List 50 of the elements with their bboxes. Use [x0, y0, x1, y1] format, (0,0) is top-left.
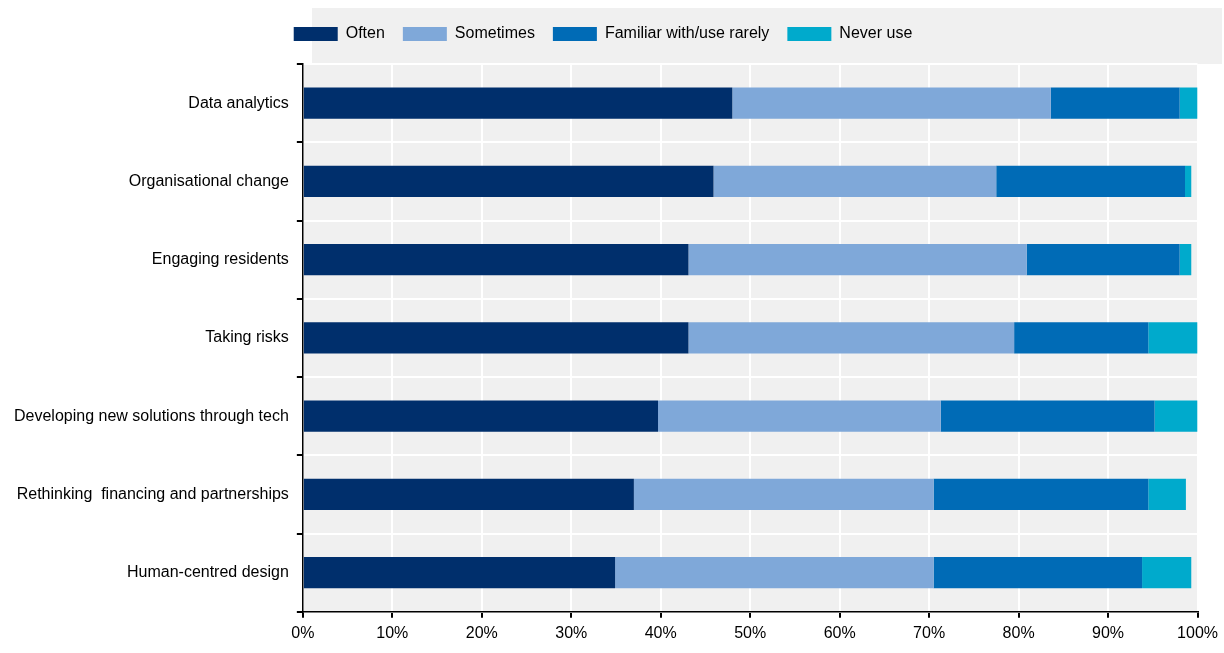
bar — [933, 557, 1143, 589]
bar — [940, 400, 1155, 432]
legend-label: Never use — [839, 24, 913, 42]
bar — [303, 243, 689, 276]
bar — [303, 322, 689, 354]
bar — [1148, 322, 1198, 354]
x-tick-label: 30% — [555, 623, 588, 641]
y-tick-label: Data analytics — [188, 93, 289, 111]
y-tick-label: Developing new solutions through tech — [14, 406, 289, 424]
bar — [713, 165, 997, 198]
x-tick-label: 40% — [644, 623, 677, 641]
x-tick-label: 100% — [1177, 623, 1218, 641]
bar — [1026, 243, 1180, 276]
legend-label: Familiar with/use rarely — [604, 24, 770, 42]
legend-label: Often — [345, 24, 385, 42]
y-tick-label: Rethinking financing and partnerships — [16, 484, 289, 502]
bar — [732, 87, 1051, 119]
bar — [688, 243, 1027, 276]
x-tick-label: 0% — [291, 623, 315, 641]
bar — [633, 478, 934, 511]
bar — [688, 322, 1015, 354]
bar — [933, 478, 1149, 511]
x-tick-label: 10% — [376, 623, 409, 641]
y-tick-label: Taking risks — [205, 328, 289, 346]
legend-label: Sometimes — [454, 24, 535, 42]
y-tick-label: Engaging residents — [151, 250, 289, 268]
x-tick-label: 50% — [734, 623, 767, 641]
x-tick-label: 60% — [823, 623, 856, 641]
bar — [1014, 322, 1149, 354]
bar — [303, 478, 634, 511]
bar — [1185, 165, 1192, 198]
y-tick-label: Organisational change — [128, 171, 289, 189]
bar — [1154, 400, 1198, 432]
bar — [1050, 87, 1180, 119]
bar — [1148, 478, 1186, 511]
x-tick-label: 70% — [913, 623, 946, 641]
bar — [1142, 557, 1192, 589]
bar — [658, 400, 941, 432]
bar — [303, 557, 616, 589]
bar — [1179, 87, 1198, 119]
bar — [1179, 243, 1192, 276]
x-tick-label: 80% — [1002, 623, 1035, 641]
bar — [303, 87, 733, 119]
bar — [303, 165, 714, 198]
bar — [303, 400, 659, 432]
y-tick-label: Human-centred design — [126, 563, 289, 581]
x-tick-label: 20% — [465, 623, 498, 641]
x-tick-label: 90% — [1092, 623, 1125, 641]
bar — [996, 165, 1186, 198]
bar — [615, 557, 934, 589]
